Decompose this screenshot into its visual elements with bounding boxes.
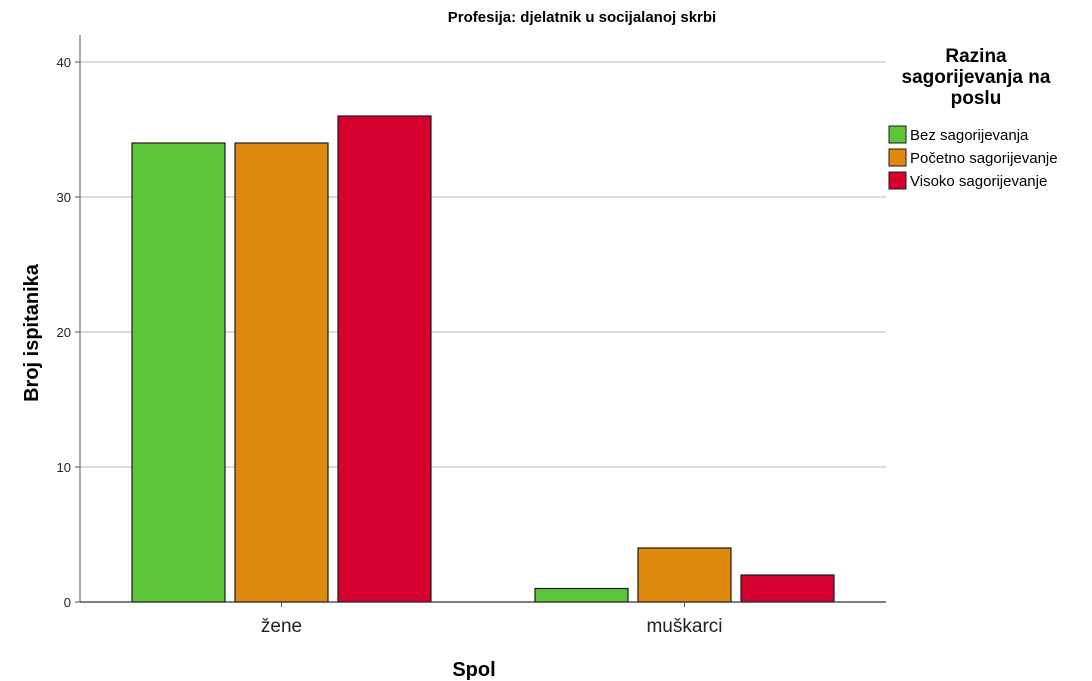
legend-title: poslu [951, 88, 1002, 109]
y-tick-label: 0 [64, 595, 71, 610]
x-tick-label: muškarci [646, 616, 722, 637]
bar [337, 115, 432, 603]
y-tick-label: 10 [57, 460, 71, 475]
chart-title: Profesija: djelatnik u socijalanoj skrbi [448, 9, 716, 26]
legend-label: Bez sagorijevanja [910, 127, 1029, 144]
bar [740, 574, 835, 603]
bar [534, 587, 629, 603]
legend-title: Razina [945, 46, 1007, 67]
bar [234, 142, 329, 603]
legend-swatch [888, 148, 907, 167]
y-tick-label: 40 [57, 55, 71, 70]
y-tick-label: 20 [57, 325, 71, 340]
axes: 0 10 20 30 40 žene muškarci [57, 35, 886, 637]
bar [131, 142, 226, 603]
bar [637, 547, 732, 603]
legend-swatch [888, 171, 907, 190]
legend-swatch [888, 125, 907, 144]
y-tick-label: 30 [57, 190, 71, 205]
legend-label: Početno sagorijevanje [910, 150, 1058, 167]
y-axis-title: Broj ispitanika [21, 263, 43, 402]
legend-title: sagorijevanja na [902, 67, 1051, 88]
legend-label: Visoko sagorijevanje [910, 173, 1047, 190]
x-tick-label: žene [261, 616, 302, 637]
x-axis-title: Spol [452, 659, 495, 681]
bars [131, 115, 835, 603]
